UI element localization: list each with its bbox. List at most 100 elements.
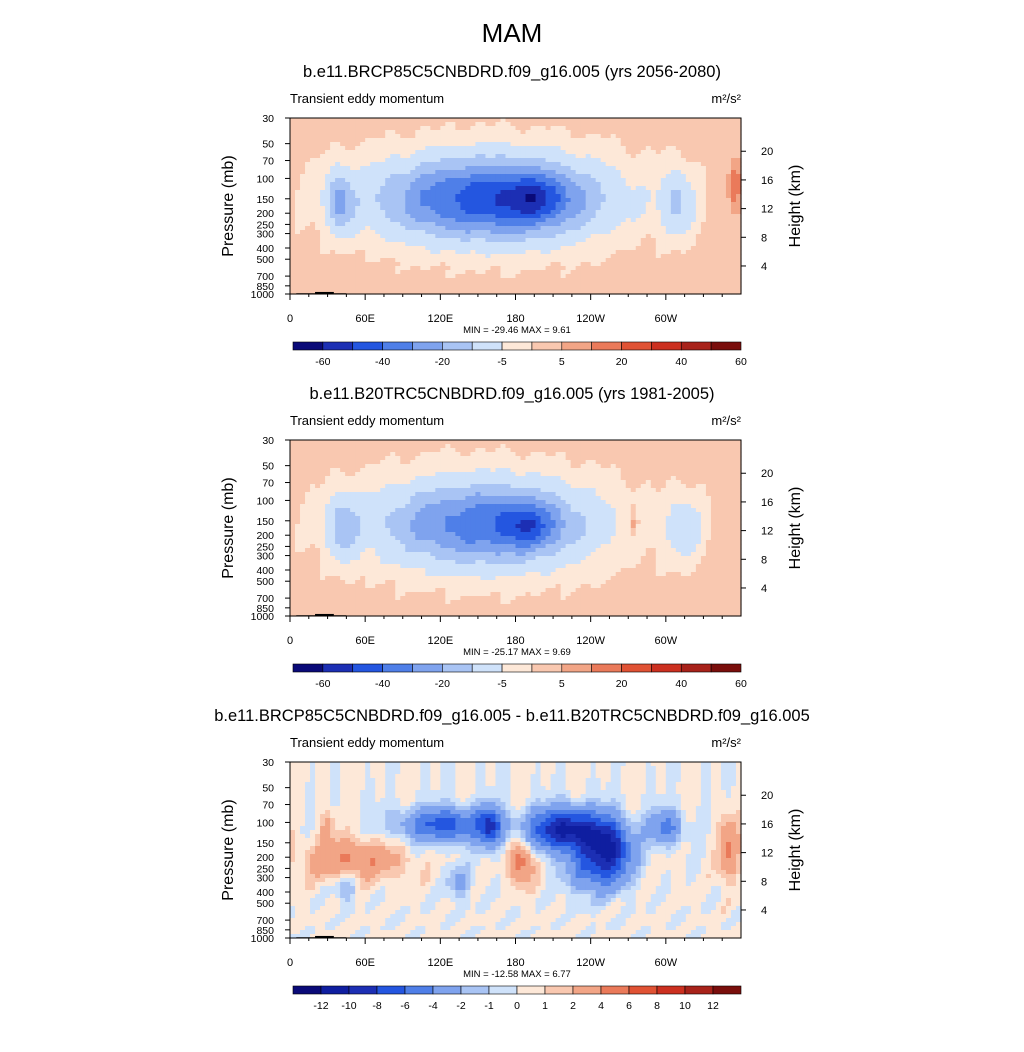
heatmap-cell (415, 234, 421, 239)
heatmap-cell (686, 182, 692, 187)
heatmap-cell (410, 250, 416, 255)
heatmap-cell (626, 122, 632, 127)
heatmap-cell (726, 150, 732, 155)
heatmap-cell (340, 242, 346, 247)
heatmap-cell (561, 246, 567, 251)
heatmap-cell (606, 274, 612, 279)
min-max-label: MIN = -29.46 MAX = 9.61 (463, 325, 571, 336)
heatmap-cell (571, 214, 577, 219)
heatmap-cell (465, 158, 471, 163)
heatmap-cell (671, 194, 677, 199)
heatmap-cell (611, 456, 617, 461)
heatmap-cell (370, 440, 376, 445)
heatmap-cell (706, 118, 712, 123)
heatmap-cell (616, 174, 622, 179)
heatmap-cell (300, 262, 306, 267)
heatmap-cell (541, 214, 547, 219)
heatmap-cell (536, 182, 542, 187)
heatmap-cell (370, 286, 376, 291)
heatmap-cell (656, 150, 662, 155)
heatmap-cell (395, 194, 401, 199)
heatmap-cell (521, 218, 527, 223)
heatmap-cell (490, 258, 496, 263)
heatmap-cell (621, 182, 627, 187)
heatmap-cell (681, 286, 687, 291)
heatmap-cell (465, 476, 471, 481)
heatmap-cell (576, 138, 582, 143)
heatmap-cell (616, 234, 622, 239)
heatmap-cell (526, 472, 532, 477)
heatmap-cell (295, 154, 301, 159)
heatmap-cell (661, 146, 667, 151)
heatmap-cell (470, 210, 476, 215)
heatmap-cell (345, 190, 351, 195)
heatmap-cell (646, 286, 652, 291)
heatmap-cell (561, 190, 567, 195)
heatmap-cell (500, 282, 506, 287)
heatmap-cell (305, 214, 311, 219)
heatmap-cell (571, 242, 577, 247)
heatmap-cell (651, 186, 657, 191)
heatmap-cell (360, 150, 366, 155)
heatmap-cell (591, 190, 597, 195)
heatmap-cell (536, 444, 542, 449)
heatmap-cell (726, 238, 732, 243)
heatmap-cell (340, 202, 346, 207)
heatmap-cell (400, 282, 406, 287)
heatmap-cell (345, 444, 351, 449)
heatmap-cell (701, 448, 707, 453)
heatmap-cell (556, 258, 562, 263)
heatmap-cell (711, 186, 717, 191)
heatmap-cell (405, 230, 411, 235)
heatmap-cell (686, 452, 692, 457)
heatmap-cell (666, 254, 672, 259)
heatmap-cell (490, 444, 496, 449)
heatmap-cell (586, 170, 592, 175)
heatmap-cell (400, 238, 406, 243)
heatmap-cell (345, 202, 351, 207)
heatmap-cell (531, 460, 537, 465)
heatmap-cell (726, 444, 732, 449)
heatmap-cell (671, 282, 677, 287)
heatmap-cell (521, 444, 527, 449)
heatmap-cell (360, 182, 366, 187)
heatmap-cell (601, 250, 607, 255)
heatmap-cell (385, 452, 391, 457)
heatmap-cell (716, 202, 722, 207)
heatmap-cell (365, 468, 371, 473)
heatmap-cell (335, 166, 341, 171)
heatmap-cell (676, 190, 682, 195)
heatmap-cell (450, 218, 456, 223)
heatmap-cell (691, 198, 697, 203)
heatmap-cell (646, 246, 652, 251)
heatmap-cell (380, 134, 386, 139)
heatmap-cell (621, 122, 627, 127)
heatmap-cell (516, 456, 522, 461)
heatmap-cell (440, 218, 446, 223)
heatmap-cell (676, 198, 682, 203)
heatmap-cell (510, 118, 516, 123)
heatmap-cell (440, 250, 446, 255)
heatmap-cell (726, 262, 732, 267)
heatmap-cell (536, 190, 542, 195)
heatmap-cell (516, 250, 522, 255)
heatmap-cell (631, 448, 637, 453)
colorbar-box (412, 342, 442, 350)
heatmap-cell (380, 286, 386, 291)
heatmap-cell (440, 126, 446, 131)
heatmap-cell (516, 226, 522, 231)
heatmap-cell (400, 254, 406, 259)
heatmap-cell (516, 210, 522, 215)
heatmap-cell (510, 166, 516, 171)
heatmap-cell (626, 270, 632, 275)
heatmap-cell (475, 206, 481, 211)
heatmap-cell (425, 154, 431, 159)
heatmap-cell (721, 472, 727, 477)
heatmap-cell (335, 242, 341, 247)
heatmap-cell (581, 126, 587, 131)
heatmap-cell (360, 222, 366, 227)
heatmap-cell (455, 146, 461, 151)
heatmap-cell (696, 456, 702, 461)
heatmap-cell (390, 218, 396, 223)
heatmap-cell (415, 158, 421, 163)
